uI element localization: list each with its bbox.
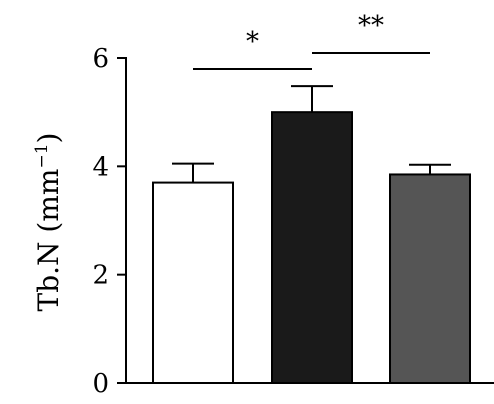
significance-label: ** (358, 11, 384, 41)
bar (152, 181, 234, 384)
y-axis-label-suffix: ) (32, 133, 65, 144)
y-axis-label: Tb.N (mm−1) (32, 133, 65, 312)
y-tick-label: 6 (92, 44, 109, 74)
y-axis-label-text: Tb.N (mm (32, 169, 65, 312)
y-axis-label-superscript: −1 (32, 143, 52, 168)
bars (152, 111, 471, 385)
significance-label: * (246, 27, 259, 57)
y-tick-label: 4 (92, 152, 109, 182)
y-tick-label: 2 (92, 261, 109, 291)
y-tick-label: 0 (92, 369, 109, 399)
bar (389, 173, 471, 384)
significance-markers: *** (193, 11, 430, 70)
error-bars (172, 85, 451, 183)
bar (271, 111, 353, 385)
